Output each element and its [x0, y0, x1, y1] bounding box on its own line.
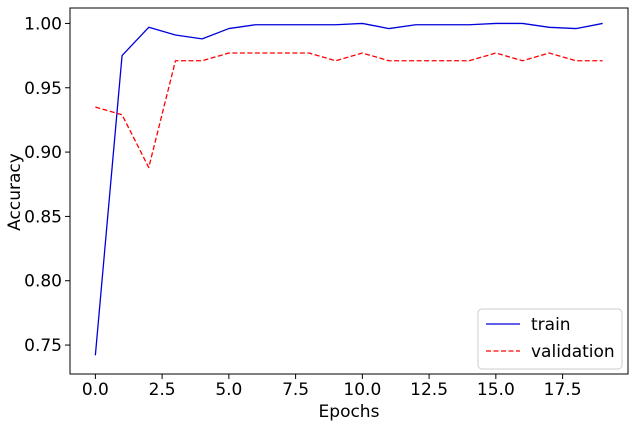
- x-tick-label: 12.5: [410, 380, 448, 400]
- x-tick-label: 5.0: [215, 380, 242, 400]
- series-line-train: [94, 22, 603, 356]
- x-tick-label: 10.0: [343, 380, 381, 400]
- x-tick-label: 2.5: [149, 380, 176, 400]
- x-tick-label: 17.5: [544, 380, 582, 400]
- y-tick-label: 0.95: [24, 79, 62, 99]
- x-tick-label: 0.0: [82, 380, 109, 400]
- y-tick-label: 0.75: [24, 336, 62, 356]
- plot-frame: [69, 7, 629, 375]
- y-tick-label: 0.80: [24, 272, 62, 292]
- y-tick-label: 0.85: [24, 207, 62, 227]
- legend-label-validation: validation: [531, 342, 615, 362]
- x-axis-title: Epochs: [319, 402, 380, 422]
- x-tick-label: 15.0: [477, 380, 515, 400]
- series-line-validation: [95, 52, 603, 169]
- y-axis-title: Accuracy: [5, 153, 25, 231]
- y-tick-label: 1.00: [24, 14, 62, 34]
- x-tick-label: 7.5: [282, 380, 309, 400]
- legend-label-train: train: [531, 315, 571, 335]
- y-tick-label: 0.90: [24, 143, 62, 163]
